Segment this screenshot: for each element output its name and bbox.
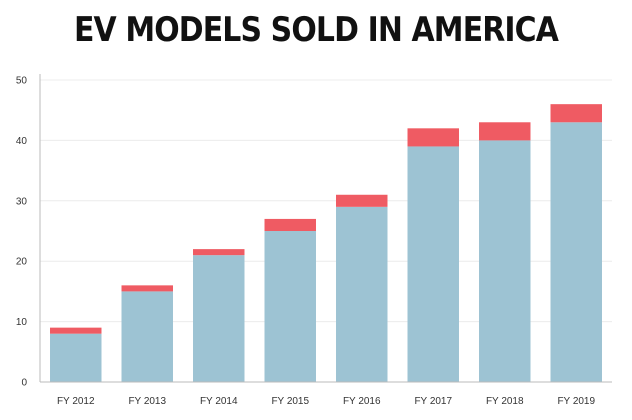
y-tick-label: 0 xyxy=(21,378,27,389)
chart-title: EV MODELS SOLD IN AMERICA xyxy=(73,10,559,50)
x-tick-label: FY 2014 xyxy=(200,396,238,407)
y-tick-label: 40 xyxy=(16,136,28,147)
bar-base-segment xyxy=(264,231,316,382)
bar-top-segment xyxy=(336,194,388,207)
bar-base-segment xyxy=(479,140,531,382)
bar-base-segment xyxy=(121,291,173,382)
bar-base-segment xyxy=(50,333,102,382)
bar-top-segment xyxy=(407,128,459,147)
bar-base-segment xyxy=(336,206,388,382)
y-tick-labels: 0 10 20 30 40 50 xyxy=(16,76,28,389)
bar-top-segment xyxy=(264,218,316,231)
y-tick-label: 30 xyxy=(16,196,28,207)
bar-top-segment xyxy=(479,122,531,141)
x-tick-label: FY 2016 xyxy=(343,396,381,407)
bar-top-segment xyxy=(193,249,245,256)
x-tick-label: FY 2012 xyxy=(57,396,95,407)
bar-top-segment xyxy=(50,327,102,334)
x-tick-label: FY 2018 xyxy=(486,396,524,407)
bars xyxy=(50,104,602,382)
bar-top-segment xyxy=(550,104,602,123)
x-tick-label: FY 2019 xyxy=(557,396,595,407)
bar-base-segment xyxy=(193,255,245,382)
y-tick-label: 10 xyxy=(16,317,28,328)
x-tick-labels: FY 2012 FY 2013 FY 2014 FY 2015 FY 2016 FY 20… xyxy=(57,396,596,407)
bar-base-segment xyxy=(550,122,602,382)
axes xyxy=(39,74,612,383)
bar-top-segment xyxy=(121,285,173,292)
y-tick-label: 20 xyxy=(16,257,28,268)
x-tick-label: FY 2017 xyxy=(414,396,452,407)
bar-base-segment xyxy=(407,146,459,382)
y-tick-label: 50 xyxy=(16,76,28,87)
x-tick-label: FY 2013 xyxy=(128,396,166,407)
x-tick-label: FY 2015 xyxy=(271,396,309,407)
